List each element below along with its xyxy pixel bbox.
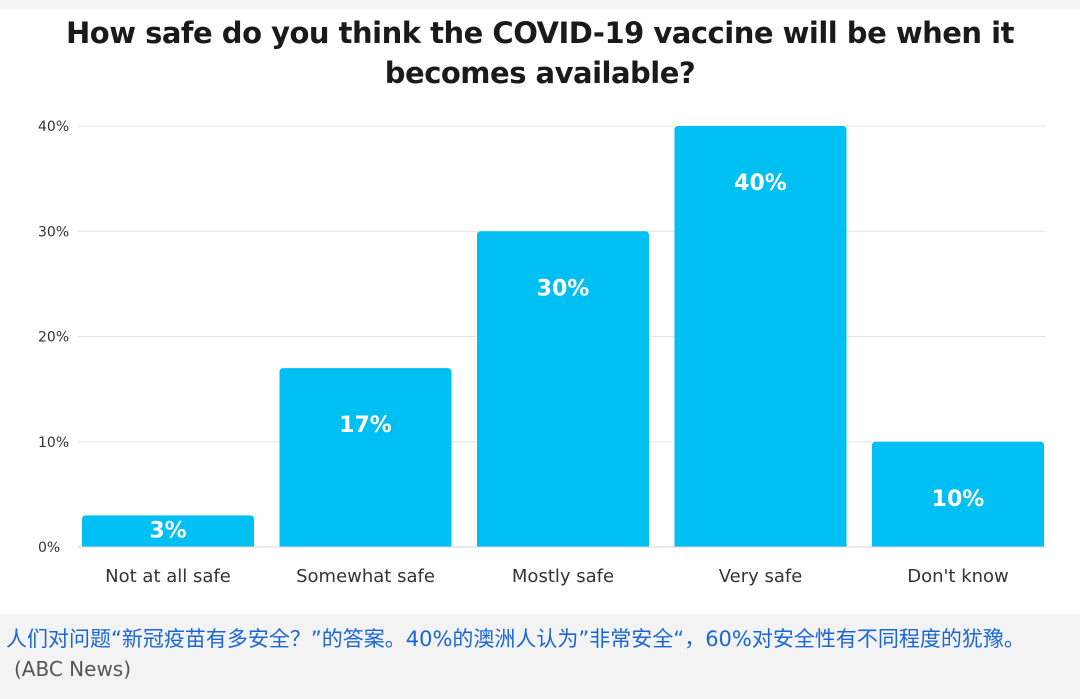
caption-text: 人们对问题“新冠疫苗有多安全？”的答案。40%的澳洲人认为”非常安全“，60%对… <box>6 627 1025 651</box>
x-tick-label: Mostly safe <box>512 566 614 587</box>
y-tick-label: 0% <box>38 540 60 556</box>
y-tick-label: 40% <box>38 119 69 135</box>
chart-figure: How safe do you think the COVID-19 vacci… <box>0 9 1080 614</box>
x-tick-label: Very safe <box>719 566 803 587</box>
y-tick-label: 30% <box>38 224 69 240</box>
data-label: 30% <box>537 276 590 301</box>
data-label: 40% <box>734 171 787 196</box>
caption-source: (ABC News) <box>14 657 132 681</box>
data-label: 17% <box>339 413 392 438</box>
bar <box>279 368 452 547</box>
figure-caption: 人们对问题“新冠疫苗有多安全？”的答案。40%的澳洲人认为”非常安全“，60%对… <box>6 624 1074 684</box>
y-tick-label: 20% <box>38 330 69 346</box>
data-label: 3% <box>149 518 186 543</box>
data-label: 10% <box>932 487 985 512</box>
bar <box>674 126 847 547</box>
bar <box>872 441 1044 547</box>
bar <box>477 231 649 547</box>
chart-title: How safe do you think the COVID-19 vacci… <box>66 16 1014 90</box>
y-tick-label: 10% <box>38 435 69 451</box>
bar-chart: 0% 10% 20% 30% 40% 3% Not at all safe 17% Somewh… <box>38 119 1046 587</box>
bar <box>82 515 254 547</box>
x-tick-label: Don't know <box>907 566 1009 587</box>
x-tick-label: Not at all safe <box>105 566 231 587</box>
x-tick-label: Somewhat safe <box>296 566 435 587</box>
